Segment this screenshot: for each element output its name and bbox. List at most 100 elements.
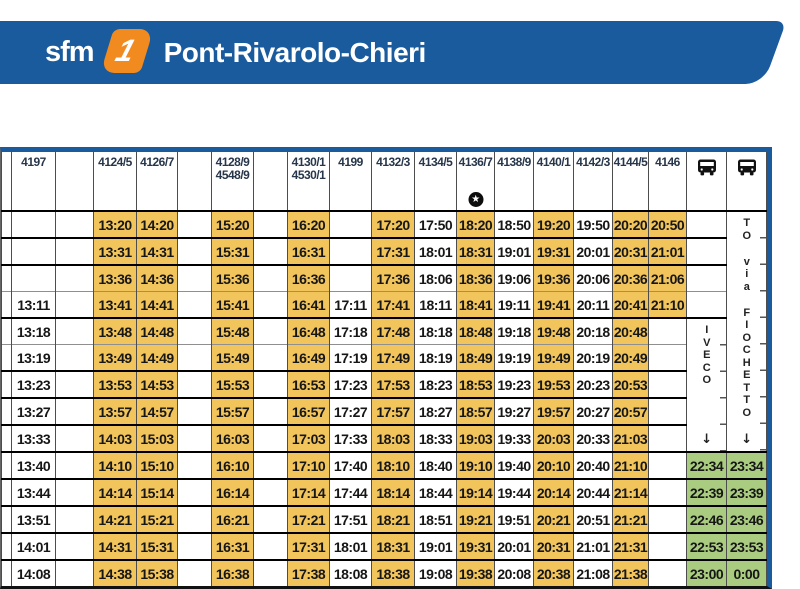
iveco-vertical-text: I V E C O ↓ <box>688 320 726 451</box>
time-cell: 17:20 <box>371 210 415 238</box>
empty-cell <box>253 210 288 238</box>
bus-icon <box>697 159 716 176</box>
vertical-letter: O <box>742 229 751 242</box>
time-cell: 16:03 <box>211 424 254 452</box>
empty-cell <box>253 478 288 506</box>
time-cell: 19:44 <box>494 478 534 506</box>
holiday-star-icon: ★ <box>468 192 483 207</box>
time-cell: 13:11 <box>11 291 56 318</box>
time-cell: 15:48 <box>211 317 254 345</box>
time-cell: 13:18 <box>11 317 56 345</box>
time-cell: 21:21 <box>612 505 649 533</box>
time-cell: 19:57 <box>533 397 574 425</box>
empty-cell <box>1 237 12 265</box>
header-train-t4134-5: 4134/5 <box>414 152 457 212</box>
time-cell: 13:44 <box>11 478 56 506</box>
time-cell: 19:33 <box>494 424 534 452</box>
empty-cell <box>55 397 94 425</box>
bus-time-cell: 22:46 <box>686 505 727 533</box>
empty-cell <box>1 478 12 506</box>
timetable-row: 13:40 14:10 15:10 16:10 17:10 17:40 18:10 18:40… <box>1 451 767 479</box>
time-cell: 18:40 <box>414 451 457 479</box>
time-cell: 18:41 <box>456 291 495 318</box>
time-cell: 13:33 <box>11 424 56 452</box>
empty-cell <box>686 291 727 318</box>
time-cell: 16:20 <box>287 210 330 238</box>
vertical-letter: O <box>702 374 711 386</box>
train-number: 4124/5 <box>98 155 132 169</box>
time-cell: 16:41 <box>287 291 330 318</box>
time-cell: 18:33 <box>414 424 457 452</box>
time-cell: 18:48 <box>456 317 495 345</box>
header-bus-column <box>686 152 727 212</box>
empty-cell <box>253 505 288 533</box>
time-cell: 20:44 <box>573 478 613 506</box>
time-cell: 15:57 <box>211 397 254 425</box>
empty-cell <box>177 478 212 506</box>
vertical-letter: C <box>742 344 751 357</box>
empty-cell <box>648 424 687 452</box>
empty-cell <box>253 532 288 560</box>
time-cell: 17:19 <box>329 344 372 371</box>
time-cell: 17:10 <box>287 451 330 479</box>
empty-cell <box>648 532 687 560</box>
empty-cell <box>1 424 12 452</box>
time-cell: 20:31 <box>533 532 574 560</box>
time-cell: 17:31 <box>371 237 415 265</box>
empty-cell <box>253 291 288 318</box>
time-cell: 16:10 <box>211 451 254 479</box>
timetable-row: 13:27 13:57 14:57 15:57 16:57 17:27 17:57 18:27… <box>1 397 767 425</box>
vertical-letter: I <box>705 324 708 336</box>
time-cell: 20:57 <box>612 397 649 425</box>
train-number: 4130/1 <box>291 155 326 169</box>
empty-cell <box>55 424 94 452</box>
empty-cell <box>686 264 727 292</box>
time-cell: 15:03 <box>136 424 178 452</box>
arrow-down-icon: ↓ <box>701 432 712 447</box>
empty-cell <box>55 532 94 560</box>
header-train-t4140-1: 4140/1 <box>533 152 574 212</box>
time-cell: 13:27 <box>11 397 56 425</box>
header-empty <box>177 152 212 212</box>
empty-cell <box>11 237 56 265</box>
time-cell: 20:11 <box>573 291 613 318</box>
vertical-letter: I <box>745 319 748 332</box>
time-cell: 13:48 <box>93 317 137 345</box>
time-cell: 18:57 <box>456 397 495 425</box>
vertical-letter: E <box>703 349 710 361</box>
empty-cell <box>253 424 288 452</box>
time-cell: 14:14 <box>93 478 137 506</box>
time-cell: 21:14 <box>612 478 649 506</box>
time-cell: 20:01 <box>573 237 613 265</box>
empty-cell <box>177 237 212 265</box>
empty-cell <box>686 237 727 265</box>
time-cell: 15:31 <box>136 532 178 560</box>
time-cell: 14:57 <box>136 397 178 425</box>
header-train-t4197: 4197 <box>11 152 56 212</box>
timetable: 4197 4124/5 4126/7 4128/9 4548/9 4130/1 4530/1… <box>1 152 767 586</box>
time-cell: 18:21 <box>371 505 415 533</box>
empty-cell <box>177 397 212 425</box>
time-cell: 14:36 <box>136 264 178 292</box>
time-cell: 19:48 <box>533 317 574 345</box>
train-number: 4126/7 <box>140 155 174 169</box>
empty-cell <box>55 559 94 586</box>
empty-cell <box>686 210 727 238</box>
note-iveco: I V E C O ↓ <box>686 317 727 452</box>
time-cell: 14:38 <box>93 559 137 586</box>
bus-time-cell: 23:46 <box>726 505 767 533</box>
time-cell: 20:36 <box>612 264 649 292</box>
empty-cell <box>253 559 288 586</box>
empty-cell <box>648 559 687 586</box>
time-cell: 19:50 <box>573 210 613 238</box>
time-cell: 14:48 <box>136 317 178 345</box>
header-row: 4197 4124/5 4126/7 4128/9 4548/9 4130/1 4530/1… <box>1 152 767 212</box>
empty-cell <box>177 424 212 452</box>
time-cell: 20:31 <box>612 237 649 265</box>
header-empty <box>253 152 288 212</box>
timetable-row: 13:11 13:41 14:41 15:41 16:41 17:11 17:41 18:11… <box>1 291 767 318</box>
time-cell: 19:51 <box>494 505 534 533</box>
time-cell: 17:48 <box>371 317 415 345</box>
vertical-letter: H <box>742 356 751 369</box>
time-cell: 18:03 <box>371 424 415 452</box>
